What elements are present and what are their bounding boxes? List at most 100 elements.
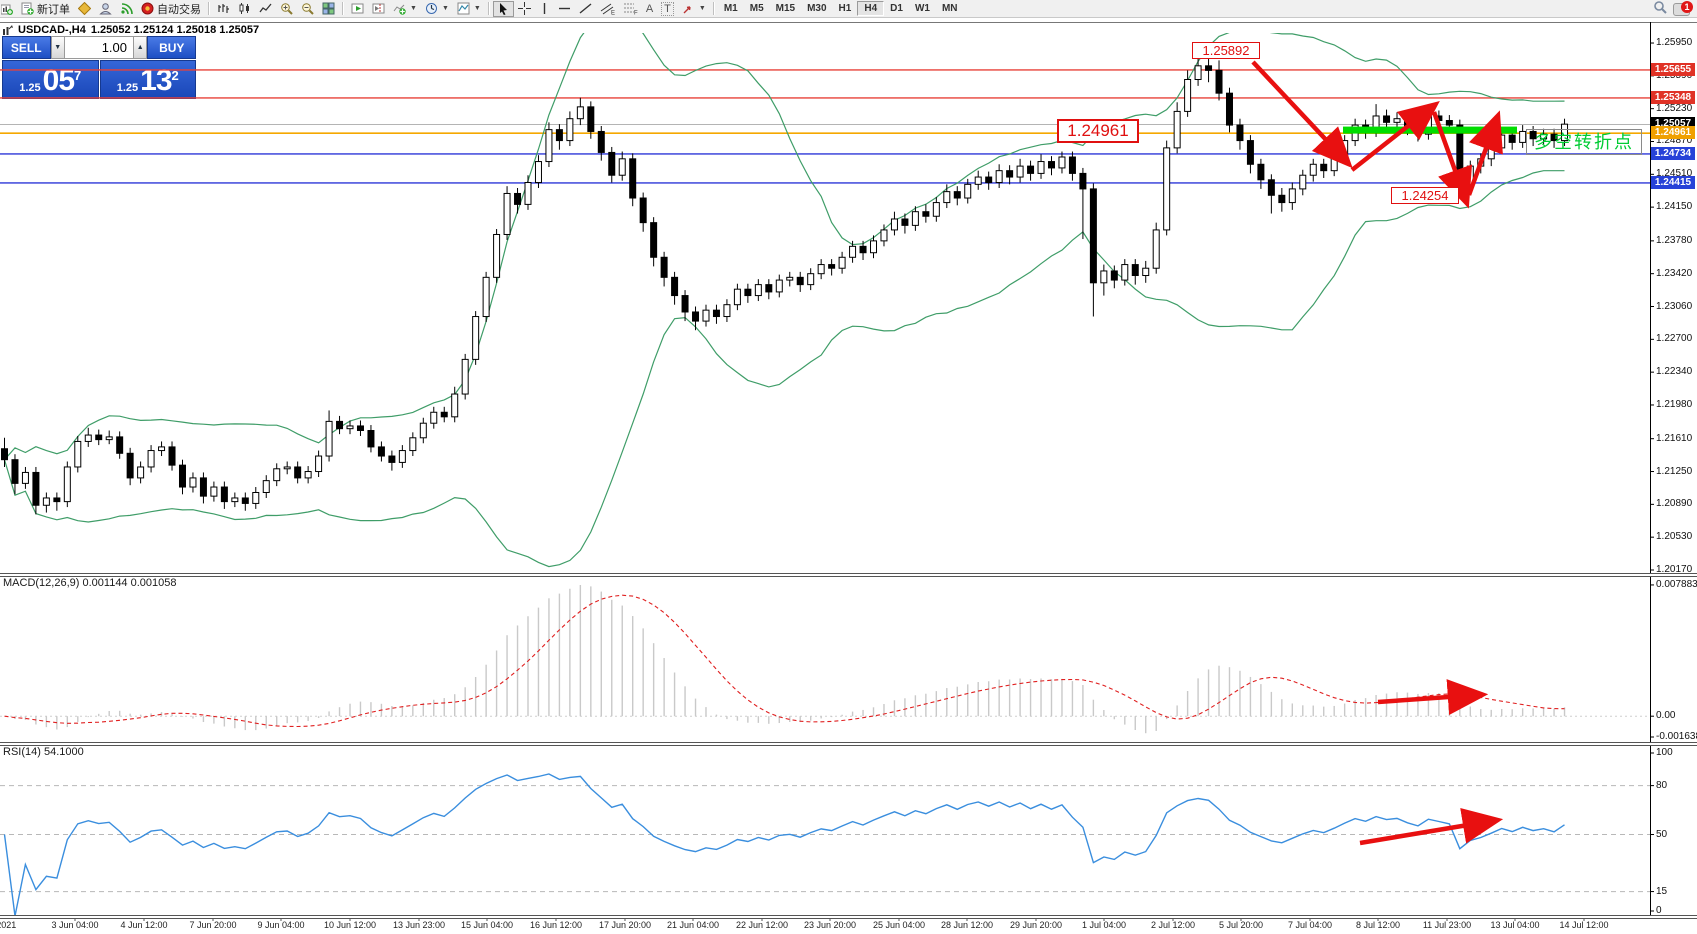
indicators-icon[interactable]: ▼ bbox=[389, 1, 421, 17]
signal-icon[interactable] bbox=[116, 1, 137, 17]
candle-body bbox=[168, 446, 176, 466]
volume-increase-button[interactable]: ▲ bbox=[133, 36, 148, 59]
toolbar-separator bbox=[342, 2, 344, 15]
candle-body bbox=[440, 411, 448, 418]
sell-button[interactable]: SELL bbox=[2, 36, 51, 59]
candle-body bbox=[74, 440, 82, 468]
date-tick-label: 7 Jun 20:00 bbox=[189, 920, 237, 930]
profile-icon[interactable] bbox=[95, 1, 116, 17]
candle-body bbox=[116, 436, 124, 454]
date-tick-label: 15 Jun 04:00 bbox=[460, 920, 514, 930]
sell-price-base: 1.25 bbox=[19, 82, 41, 94]
candle-body bbox=[545, 129, 553, 163]
volume-decrease-button[interactable]: ▼ bbox=[50, 36, 65, 59]
chart-shift-icon[interactable] bbox=[368, 1, 389, 17]
timeframe-button-w1[interactable]: W1 bbox=[914, 3, 930, 14]
candle-body bbox=[1194, 65, 1202, 80]
templates-icon[interactable]: ▼ bbox=[453, 1, 485, 17]
candle-body bbox=[880, 229, 888, 242]
candle-body bbox=[1225, 92, 1233, 126]
search-icon[interactable] bbox=[1653, 0, 1667, 17]
price-badge: 1.24734 bbox=[1651, 146, 1695, 160]
text-icon[interactable]: A bbox=[645, 2, 654, 15]
annotation-price-high[interactable]: 1.25892 bbox=[1192, 42, 1260, 59]
date-tick-label: 1 Jun 2021 bbox=[0, 920, 17, 930]
timeframe-button-m15[interactable]: M15 bbox=[775, 3, 796, 14]
price-badge: 1.24961 bbox=[1651, 126, 1695, 140]
candle-body bbox=[1529, 130, 1537, 140]
horizontal-line-icon[interactable] bbox=[554, 1, 575, 17]
toolbar-separator bbox=[487, 2, 490, 15]
candle-body bbox=[419, 422, 427, 439]
date-tick-label: 5 Jul 20:00 bbox=[1218, 920, 1264, 930]
zoom-out-icon[interactable] bbox=[297, 1, 318, 17]
rsi-pane-divider[interactable] bbox=[0, 742, 1697, 746]
annotation-price-low[interactable]: 1.24254 bbox=[1391, 187, 1459, 204]
timeframe-button-m1[interactable]: M1 bbox=[723, 3, 738, 14]
volume-input[interactable] bbox=[65, 36, 133, 59]
chevron-down-icon: ▼ bbox=[410, 5, 417, 12]
timeframe-button-m30[interactable]: M30 bbox=[807, 3, 827, 14]
candle-body bbox=[63, 466, 71, 503]
trendline-icon[interactable] bbox=[575, 1, 596, 17]
new-order-button[interactable]: 新订单 bbox=[17, 1, 74, 17]
candle-body bbox=[807, 273, 815, 286]
candle-body bbox=[482, 276, 490, 318]
candle-body bbox=[53, 497, 61, 503]
macd-label: MACD(12,26,9) 0.001144 0.001058 bbox=[3, 577, 177, 589]
fibonacci-icon[interactable]: F bbox=[619, 1, 642, 17]
axis-tick-label: 0.007883 bbox=[1656, 578, 1697, 590]
arrows-icon[interactable]: ▼ bbox=[678, 1, 710, 17]
price-badge: 1.25348 bbox=[1651, 90, 1695, 104]
candle-body bbox=[514, 192, 522, 205]
axis-tick-label: 1.22340 bbox=[1656, 366, 1693, 378]
label-icon[interactable]: T bbox=[657, 1, 678, 17]
timeframe-button-h1[interactable]: H1 bbox=[838, 3, 852, 14]
new-chart-icon[interactable] bbox=[0, 1, 17, 17]
candle-body bbox=[681, 295, 689, 313]
timeframe-button-m5[interactable]: M5 bbox=[749, 3, 764, 14]
chevron-down-icon: ▼ bbox=[698, 5, 706, 12]
line-chart-icon[interactable] bbox=[255, 1, 276, 17]
crosshair-icon[interactable] bbox=[514, 1, 535, 17]
macd-pane-divider[interactable] bbox=[0, 573, 1697, 577]
candle-body bbox=[1519, 130, 1527, 143]
timeframe-button-h4[interactable]: H4 bbox=[857, 1, 885, 16]
quotes-icon[interactable] bbox=[74, 1, 95, 17]
turning-point-note[interactable]: 多空转折点 bbox=[1526, 129, 1642, 155]
timeframe-button-d1[interactable]: D1 bbox=[890, 3, 903, 14]
autotrading-button[interactable]: 自动交易 bbox=[137, 1, 205, 17]
toolbar-separator bbox=[712, 2, 715, 15]
candle-body bbox=[702, 309, 710, 322]
buy-button[interactable]: BUY bbox=[147, 36, 196, 59]
periods-icon[interactable]: ▼ bbox=[421, 1, 453, 17]
zoom-in-icon[interactable] bbox=[276, 1, 297, 17]
candle-body bbox=[1016, 165, 1024, 178]
vertical-line-icon[interactable] bbox=[535, 1, 554, 17]
bar-chart-icon[interactable] bbox=[213, 1, 234, 17]
price-badge: 1.24415 bbox=[1651, 175, 1695, 189]
candle-body bbox=[1142, 267, 1150, 277]
cursor-icon[interactable] bbox=[492, 0, 514, 17]
annotation-price-mid[interactable]: 1.24961 bbox=[1057, 119, 1139, 143]
candle-body bbox=[534, 161, 542, 184]
candle-body bbox=[524, 182, 532, 205]
candle-body bbox=[1309, 163, 1317, 176]
candle-body bbox=[1330, 156, 1338, 172]
candle-body bbox=[597, 130, 605, 153]
candle-body bbox=[1215, 69, 1223, 94]
equidistant-channel-icon[interactable]: E bbox=[596, 1, 619, 17]
candlestick-icon[interactable] bbox=[234, 1, 255, 17]
axis-tick-label: 1.21610 bbox=[1656, 432, 1693, 444]
candle-body bbox=[1320, 163, 1328, 172]
candle-body bbox=[953, 191, 961, 199]
candle-body bbox=[692, 311, 700, 322]
timeframe-button-mn[interactable]: MN bbox=[941, 3, 958, 14]
tile-windows-icon[interactable] bbox=[318, 1, 339, 17]
axis-tick-label: 1.20890 bbox=[1656, 498, 1693, 510]
notification-icon[interactable]: 1 bbox=[1673, 1, 1693, 16]
bollinger-lower-band bbox=[3, 170, 1565, 568]
auto-scroll-icon[interactable] bbox=[347, 1, 368, 17]
candle-body bbox=[712, 309, 720, 318]
